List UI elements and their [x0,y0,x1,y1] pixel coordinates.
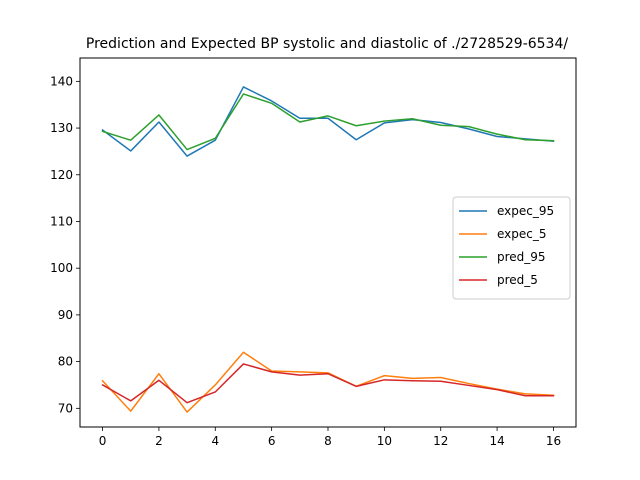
plot-lines [101,86,555,413]
y-tick-label: 120 [50,168,73,182]
x-tick-label: 6 [268,434,276,448]
chart-title: Prediction and Expected BP systolic and … [86,36,568,52]
series-line-expec_95 [101,86,555,157]
legend-label-pred_95: pred_95 [497,250,546,264]
series-line-pred_5 [101,363,555,404]
x-tick-label: 10 [377,434,392,448]
x-tick-label: 16 [546,434,561,448]
x-tick-label: 4 [211,434,219,448]
series-line-expec_5 [101,351,555,413]
y-axis: 70 80 90 100 110 120 130 140 [50,74,80,415]
y-tick-label: 140 [50,74,73,88]
legend-box [452,196,571,300]
legend-label-pred_5: pred_5 [497,273,538,287]
series-line-pred_95 [101,93,555,151]
y-tick-label: 110 [50,214,73,228]
x-tick-label: 8 [324,434,332,448]
y-tick-label: 130 [50,121,73,135]
x-axis: 0 2 4 6 8 10 12 14 16 [99,427,561,448]
legend: expec_95 expec_5 pred_95 pred_5 [452,196,571,300]
x-tick-label: 0 [99,434,107,448]
x-tick-label: 2 [155,434,163,448]
x-tick-label: 12 [433,434,448,448]
legend-label-expec_95: expec_95 [497,204,554,218]
legend-label-expec_5: expec_5 [497,227,547,241]
y-tick-label: 80 [58,355,73,369]
y-tick-label: 100 [50,261,73,275]
y-tick-label: 90 [58,308,73,322]
x-tick-label: 14 [489,434,504,448]
y-tick-label: 70 [58,401,73,415]
